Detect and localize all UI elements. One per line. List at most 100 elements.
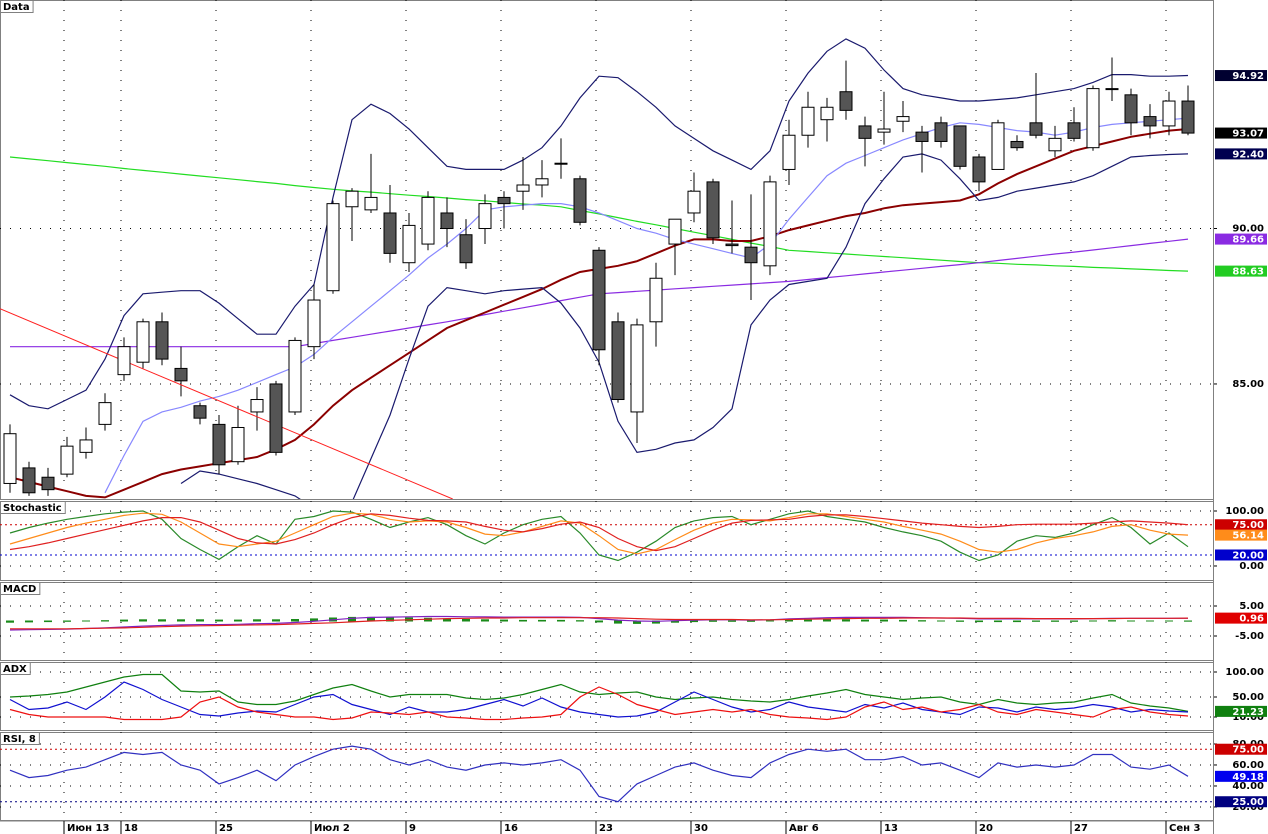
y-tick-label: 50.00 bbox=[1232, 692, 1264, 703]
x-tick-label: 20 bbox=[979, 823, 993, 834]
value-box-label: 0.96 bbox=[1239, 614, 1264, 625]
candle-body bbox=[839, 91, 853, 111]
candle-body bbox=[1181, 100, 1195, 134]
histogram-bar bbox=[785, 619, 793, 622]
panel-title: Data bbox=[3, 2, 30, 13]
candle-body bbox=[212, 423, 226, 466]
y-tick-label: 90.00 bbox=[1232, 224, 1264, 235]
panel-title-box bbox=[0, 582, 41, 595]
histogram-bar bbox=[595, 620, 603, 623]
candle-body bbox=[345, 190, 359, 208]
histogram-bar bbox=[1032, 620, 1040, 622]
histogram-bar bbox=[253, 619, 261, 622]
candle-body bbox=[383, 212, 397, 254]
candle-body bbox=[174, 367, 188, 382]
candle-body bbox=[915, 131, 929, 142]
candle-body bbox=[3, 433, 17, 484]
candle-body bbox=[459, 234, 473, 264]
histogram-bar bbox=[747, 620, 755, 622]
y-tick-label: 10.00 bbox=[1232, 712, 1264, 723]
value-box-label: 56.14 bbox=[1232, 531, 1264, 542]
value-box-label: 92.40 bbox=[1232, 149, 1264, 160]
candle-body bbox=[1143, 116, 1157, 127]
value-box bbox=[1215, 529, 1267, 541]
value-box-label: 25.00 bbox=[1232, 797, 1264, 808]
x-tick-label: 13 bbox=[884, 823, 898, 834]
histogram-bar bbox=[348, 616, 356, 622]
histogram-bar bbox=[120, 619, 128, 622]
histogram-bar bbox=[880, 619, 888, 622]
panel-title-box bbox=[0, 662, 31, 675]
histogram-bar bbox=[804, 619, 812, 622]
candle-body bbox=[820, 106, 834, 121]
plot-area bbox=[0, 662, 1213, 730]
histogram-bar bbox=[918, 620, 926, 622]
value-box bbox=[1215, 743, 1267, 755]
histogram-bar bbox=[728, 620, 736, 622]
candle-body bbox=[972, 156, 986, 183]
histogram-bar bbox=[1184, 620, 1192, 622]
histogram-bar bbox=[291, 619, 299, 622]
value-box bbox=[1215, 127, 1267, 139]
candle-body bbox=[79, 439, 93, 453]
candle-body bbox=[193, 405, 207, 419]
indicator-line bbox=[9, 510, 1189, 562]
indicator-line bbox=[10, 617, 1189, 630]
histogram-bar bbox=[500, 619, 508, 622]
y-tick-label: 40.00 bbox=[1232, 781, 1264, 792]
panel-title-box bbox=[0, 0, 34, 13]
value-box-label: 93.07 bbox=[1232, 129, 1264, 140]
indicator-line bbox=[9, 686, 1189, 721]
histogram-bar bbox=[215, 619, 223, 622]
y-tick-label: 5.00 bbox=[1239, 601, 1264, 612]
panel-frame bbox=[0, 662, 1214, 731]
panel-frame bbox=[0, 0, 1214, 500]
candle-body bbox=[421, 196, 435, 245]
indicator-line bbox=[104, 117, 1189, 494]
candle-body bbox=[744, 246, 758, 264]
value-box bbox=[1215, 612, 1267, 624]
histogram-bar bbox=[1051, 620, 1059, 622]
panel-title: RSI, 8 bbox=[3, 734, 36, 745]
y-tick-label: -5.00 bbox=[1235, 631, 1264, 642]
histogram-bar bbox=[671, 620, 679, 623]
candle-body bbox=[991, 122, 1005, 170]
candle-body bbox=[402, 224, 416, 264]
candle-body bbox=[1048, 137, 1062, 152]
panel-title-box bbox=[0, 501, 66, 514]
histogram-bar bbox=[481, 619, 489, 622]
value-box-label: 75.00 bbox=[1232, 520, 1264, 531]
candle-body bbox=[934, 122, 948, 142]
candle-body bbox=[858, 125, 872, 139]
candle-body bbox=[1010, 140, 1024, 149]
candle-body bbox=[231, 426, 245, 463]
candle-body bbox=[877, 128, 891, 133]
histogram-bar bbox=[861, 619, 869, 622]
candle-body bbox=[573, 178, 587, 223]
histogram-bar bbox=[310, 618, 318, 622]
histogram-bar bbox=[652, 620, 660, 624]
y-tick-label: 60.00 bbox=[1232, 760, 1264, 771]
x-tick-label: Июн 13 bbox=[67, 823, 109, 834]
indicator-line bbox=[9, 615, 1188, 631]
plot-area bbox=[0, 732, 1213, 820]
histogram-bar bbox=[633, 620, 641, 624]
y-tick-label: 85.00 bbox=[1232, 379, 1264, 390]
histogram-bar bbox=[519, 619, 527, 622]
y-tick-label: 0.00 bbox=[1239, 561, 1264, 572]
histogram-bar bbox=[690, 620, 698, 623]
value-box bbox=[1215, 233, 1267, 245]
x-tick-label: Авг 6 bbox=[789, 823, 819, 834]
histogram-bar bbox=[614, 620, 622, 624]
candle-body bbox=[326, 203, 340, 292]
panel-frame bbox=[0, 732, 1214, 821]
candle-body bbox=[307, 299, 321, 348]
candle-body bbox=[1105, 88, 1119, 91]
candle-body bbox=[60, 445, 74, 475]
candle-body bbox=[1124, 94, 1138, 124]
candle-body bbox=[117, 346, 131, 376]
candle-body bbox=[554, 162, 568, 165]
value-box bbox=[1215, 549, 1267, 561]
histogram-bar bbox=[158, 619, 166, 622]
